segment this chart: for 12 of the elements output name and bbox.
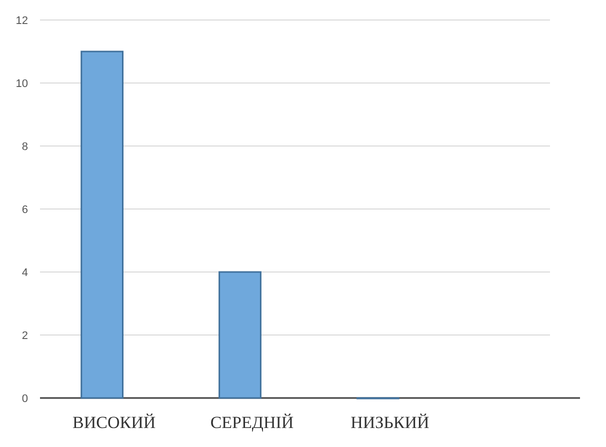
y-tick-label: 0 — [22, 392, 28, 405]
bar — [80, 50, 124, 399]
x-tick-label: СЕРЕДНІЙ — [210, 413, 294, 432]
x-tick-label: ВИСОКИЙ — [72, 413, 156, 432]
y-tick-label: 12 — [16, 14, 28, 27]
y-tick-label: 10 — [16, 78, 28, 90]
y-tick-label: 6 — [22, 204, 28, 216]
x-tick-label: НИЗЬКИЙ — [350, 413, 430, 432]
y-tick-label: 4 — [22, 266, 28, 279]
y-tick-label: 8 — [22, 140, 28, 153]
y-tick-label: 2 — [22, 330, 28, 342]
bar — [218, 271, 262, 399]
